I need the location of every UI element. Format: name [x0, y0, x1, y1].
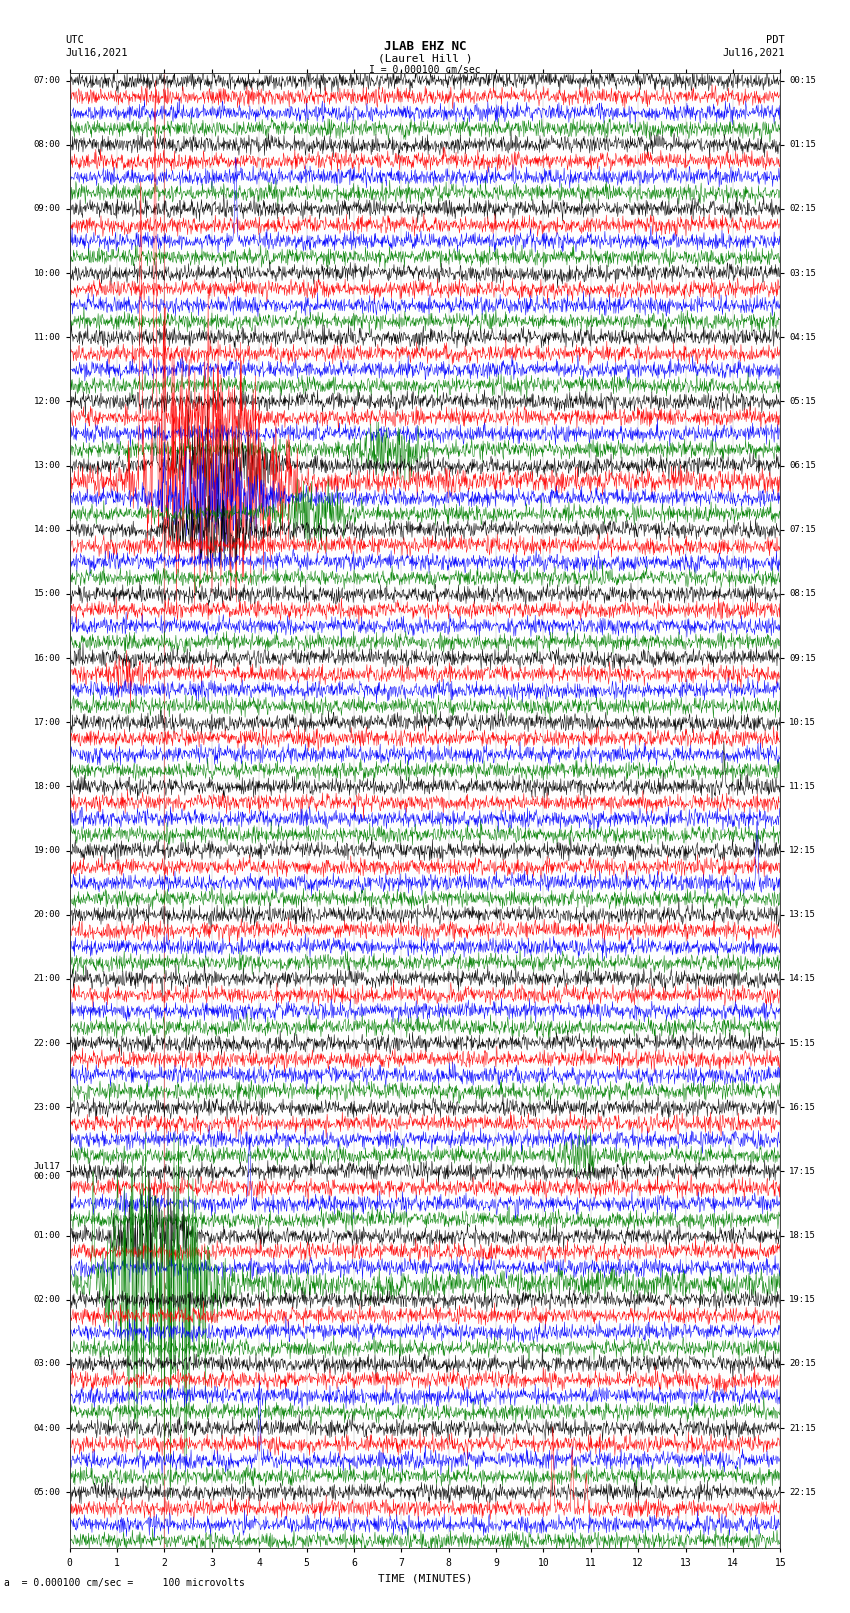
Text: Jul16,2021: Jul16,2021: [722, 48, 785, 58]
Text: I = 0.000100 cm/sec: I = 0.000100 cm/sec: [369, 65, 481, 74]
Text: UTC: UTC: [65, 35, 84, 45]
Text: PDT: PDT: [766, 35, 785, 45]
Text: a  = 0.000100 cm/sec =     100 microvolts: a = 0.000100 cm/sec = 100 microvolts: [4, 1578, 245, 1587]
Text: (Laurel Hill ): (Laurel Hill ): [377, 53, 473, 63]
Text: Jul16,2021: Jul16,2021: [65, 48, 128, 58]
X-axis label: TIME (MINUTES): TIME (MINUTES): [377, 1573, 473, 1582]
Text: JLAB EHZ NC: JLAB EHZ NC: [383, 39, 467, 53]
